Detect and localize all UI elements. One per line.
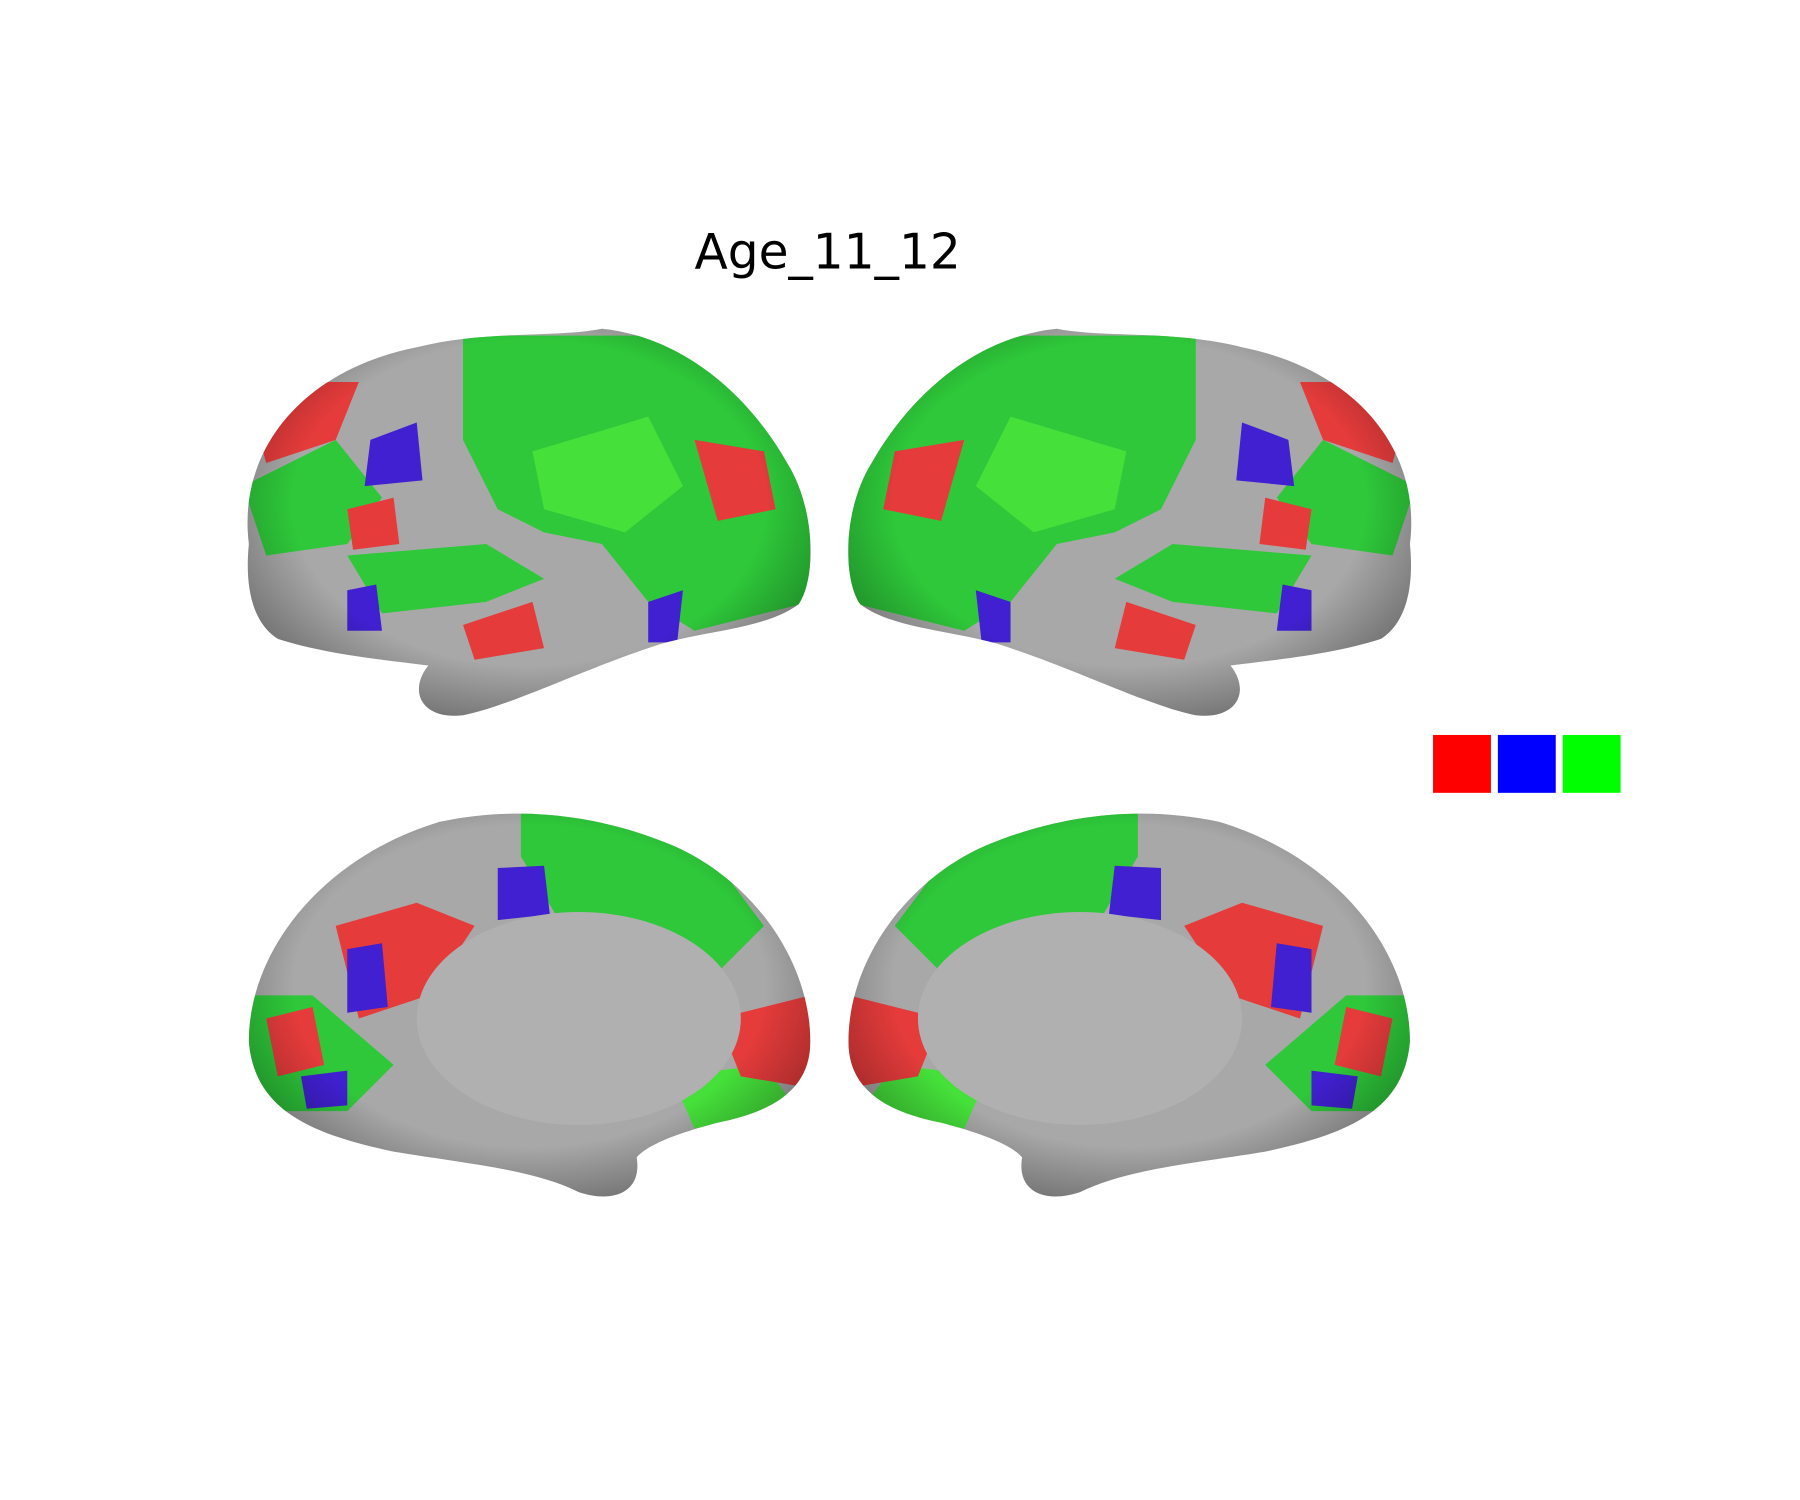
brain-medial-right (848, 810, 1415, 1196)
legend-swatch (1562, 734, 1621, 793)
legend-swatch (1433, 734, 1491, 793)
brain-medial-left (243, 810, 810, 1196)
title: Age_11_12 (694, 225, 960, 281)
legend-swatch (1497, 734, 1556, 793)
legend (1433, 734, 1621, 793)
brain-lateral-right (848, 329, 1415, 718)
brain-lateral-left (243, 329, 810, 718)
